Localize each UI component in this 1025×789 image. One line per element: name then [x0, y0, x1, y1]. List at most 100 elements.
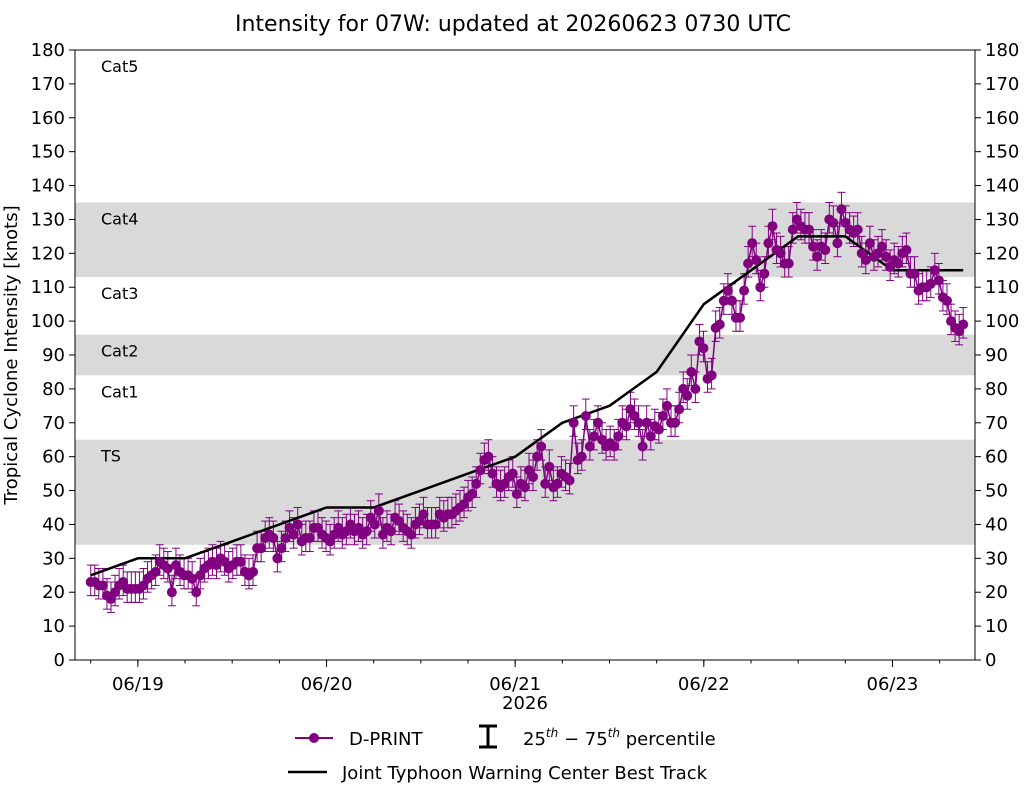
dprint-point-51 [292, 519, 303, 530]
y-tick-label-left-20: 20 [42, 582, 65, 603]
dprint-point-215 [958, 319, 969, 330]
dprint-point-70 [369, 519, 380, 530]
dprint-point-141 [657, 411, 668, 421]
dprint-point-119 [568, 417, 579, 428]
dprint-point-104 [507, 468, 518, 479]
y-tick-label-left-140: 140 [31, 176, 65, 197]
dprint-point-20 [166, 587, 177, 598]
dprint-point-199 [893, 258, 904, 269]
dprint-point-192 [864, 238, 875, 249]
dprint-point-203 [909, 268, 920, 279]
dprint-point-158 [726, 295, 737, 306]
dprint-point-168 [767, 221, 778, 232]
dprint-point-115 [552, 478, 563, 489]
dprint-point-98 [483, 451, 494, 462]
legend-percentile-tail: percentile [620, 729, 716, 750]
dprint-point-165 [755, 282, 766, 293]
y-tick-label-right-20: 20 [985, 582, 1008, 603]
dprint-point-111 [536, 441, 547, 452]
dprint-point-124 [588, 431, 599, 442]
dprint-point-54 [304, 533, 315, 543]
y-tick-label-right-110: 110 [985, 277, 1019, 298]
y-axis-left-ticks: 0 10 20 30 40 50 60 70 80 90 100 110 120 130 140 150 160… [31, 40, 75, 671]
dprint-point-50 [288, 529, 299, 540]
dprint-point-191 [860, 255, 871, 266]
dprint-point-138 [645, 431, 656, 442]
best-track-line [90, 235, 964, 577]
y-tick-label-left-170: 170 [31, 74, 65, 95]
dprint-point-121 [576, 451, 587, 462]
dprint-point-149 [690, 383, 701, 394]
y-tick-label-left-100: 100 [31, 311, 65, 332]
y-tick-label-right-140: 140 [985, 176, 1019, 197]
y-tick-label-left-90: 90 [42, 345, 65, 366]
y-tick-label-right-130: 130 [985, 209, 1019, 230]
dprint-point-96 [475, 465, 486, 476]
band-label-cat5: Cat5 [101, 57, 138, 76]
dprint-point-162 [743, 258, 754, 269]
dprint-point-211 [941, 295, 952, 306]
y-tick-label-left-60: 60 [42, 447, 65, 468]
y-tick-label-left-130: 130 [31, 209, 65, 230]
chart-title: Intensity for 07W: updated at 20260623 0… [235, 12, 791, 37]
dprint-point-112 [540, 478, 551, 489]
dprint-point-16 [150, 566, 161, 577]
band-label-cat2: Cat2 [101, 342, 138, 361]
dprint-point-45 [268, 533, 279, 543]
legend-percentile-label: 25th − 75th percentile [523, 726, 716, 750]
y-tick-label-left-160: 160 [31, 108, 65, 129]
dprint-point-207 [925, 278, 936, 289]
dprint-point-142 [661, 400, 672, 411]
legend-percentile-75: − 75 [558, 729, 607, 750]
dprint-point-125 [592, 417, 603, 428]
band-label-cat4: Cat4 [101, 210, 138, 229]
dprint-point-107 [519, 482, 530, 493]
dprint-point-184 [832, 238, 843, 249]
y-tick-label-right-150: 150 [985, 142, 1019, 163]
y-tick-label-right-120: 120 [985, 243, 1019, 264]
y-tick-label-right-40: 40 [985, 514, 1008, 535]
dprint-point-153 [706, 370, 717, 381]
y-tick-label-right-0: 0 [985, 650, 996, 671]
dprint-point-26 [191, 587, 202, 598]
x-tick-label-06-23: 06/23 [867, 674, 919, 695]
dprint-point-71 [373, 505, 384, 516]
dprint-point-195 [877, 241, 888, 252]
dprint-point-132 [621, 421, 632, 432]
dprint-points [85, 204, 969, 604]
dprint-point-155 [714, 319, 725, 330]
x-tick-label-06-20: 06/20 [301, 674, 353, 695]
dprint-point-48 [280, 533, 291, 543]
y-tick-label-right-80: 80 [985, 379, 1008, 400]
y-axis-label: Tropical Cyclone Intensity [knots] [1, 205, 22, 505]
dprint-point-201 [901, 244, 912, 255]
dprint-point-47 [276, 543, 287, 554]
dprint-point-95 [471, 478, 482, 489]
dprint-point-147 [682, 390, 693, 401]
y-tick-label-right-90: 90 [985, 345, 1008, 366]
dprint-point-109 [528, 472, 539, 482]
y-tick-label-right-100: 100 [985, 311, 1019, 332]
dprint-point-42 [256, 543, 267, 554]
band-cat2 [75, 334, 975, 376]
y-tick-label-left-120: 120 [31, 243, 65, 264]
x-tick-label-06-22: 06/22 [678, 674, 730, 695]
y-tick-label-left-80: 80 [42, 379, 65, 400]
dprint-point-166 [759, 268, 770, 279]
y-tick-label-left-10: 10 [42, 616, 65, 637]
dprint-point-144 [670, 417, 681, 428]
dprint-point-19 [162, 563, 173, 574]
dprint-point-185 [836, 204, 847, 215]
best-track-series-line [90, 235, 964, 577]
dprint-point-140 [653, 424, 664, 435]
dprint-point-170 [775, 248, 786, 259]
legend-errorbar-icon [479, 724, 497, 749]
band-label-ts: TS [100, 447, 121, 466]
dprint-point-136 [637, 441, 648, 452]
legend: D-PRINT 25th − 75th percentile Joint Typ… [288, 724, 716, 784]
dprint-point-79 [406, 529, 417, 540]
dprint-point-164 [751, 255, 762, 266]
dprint-point-3 [97, 580, 108, 591]
